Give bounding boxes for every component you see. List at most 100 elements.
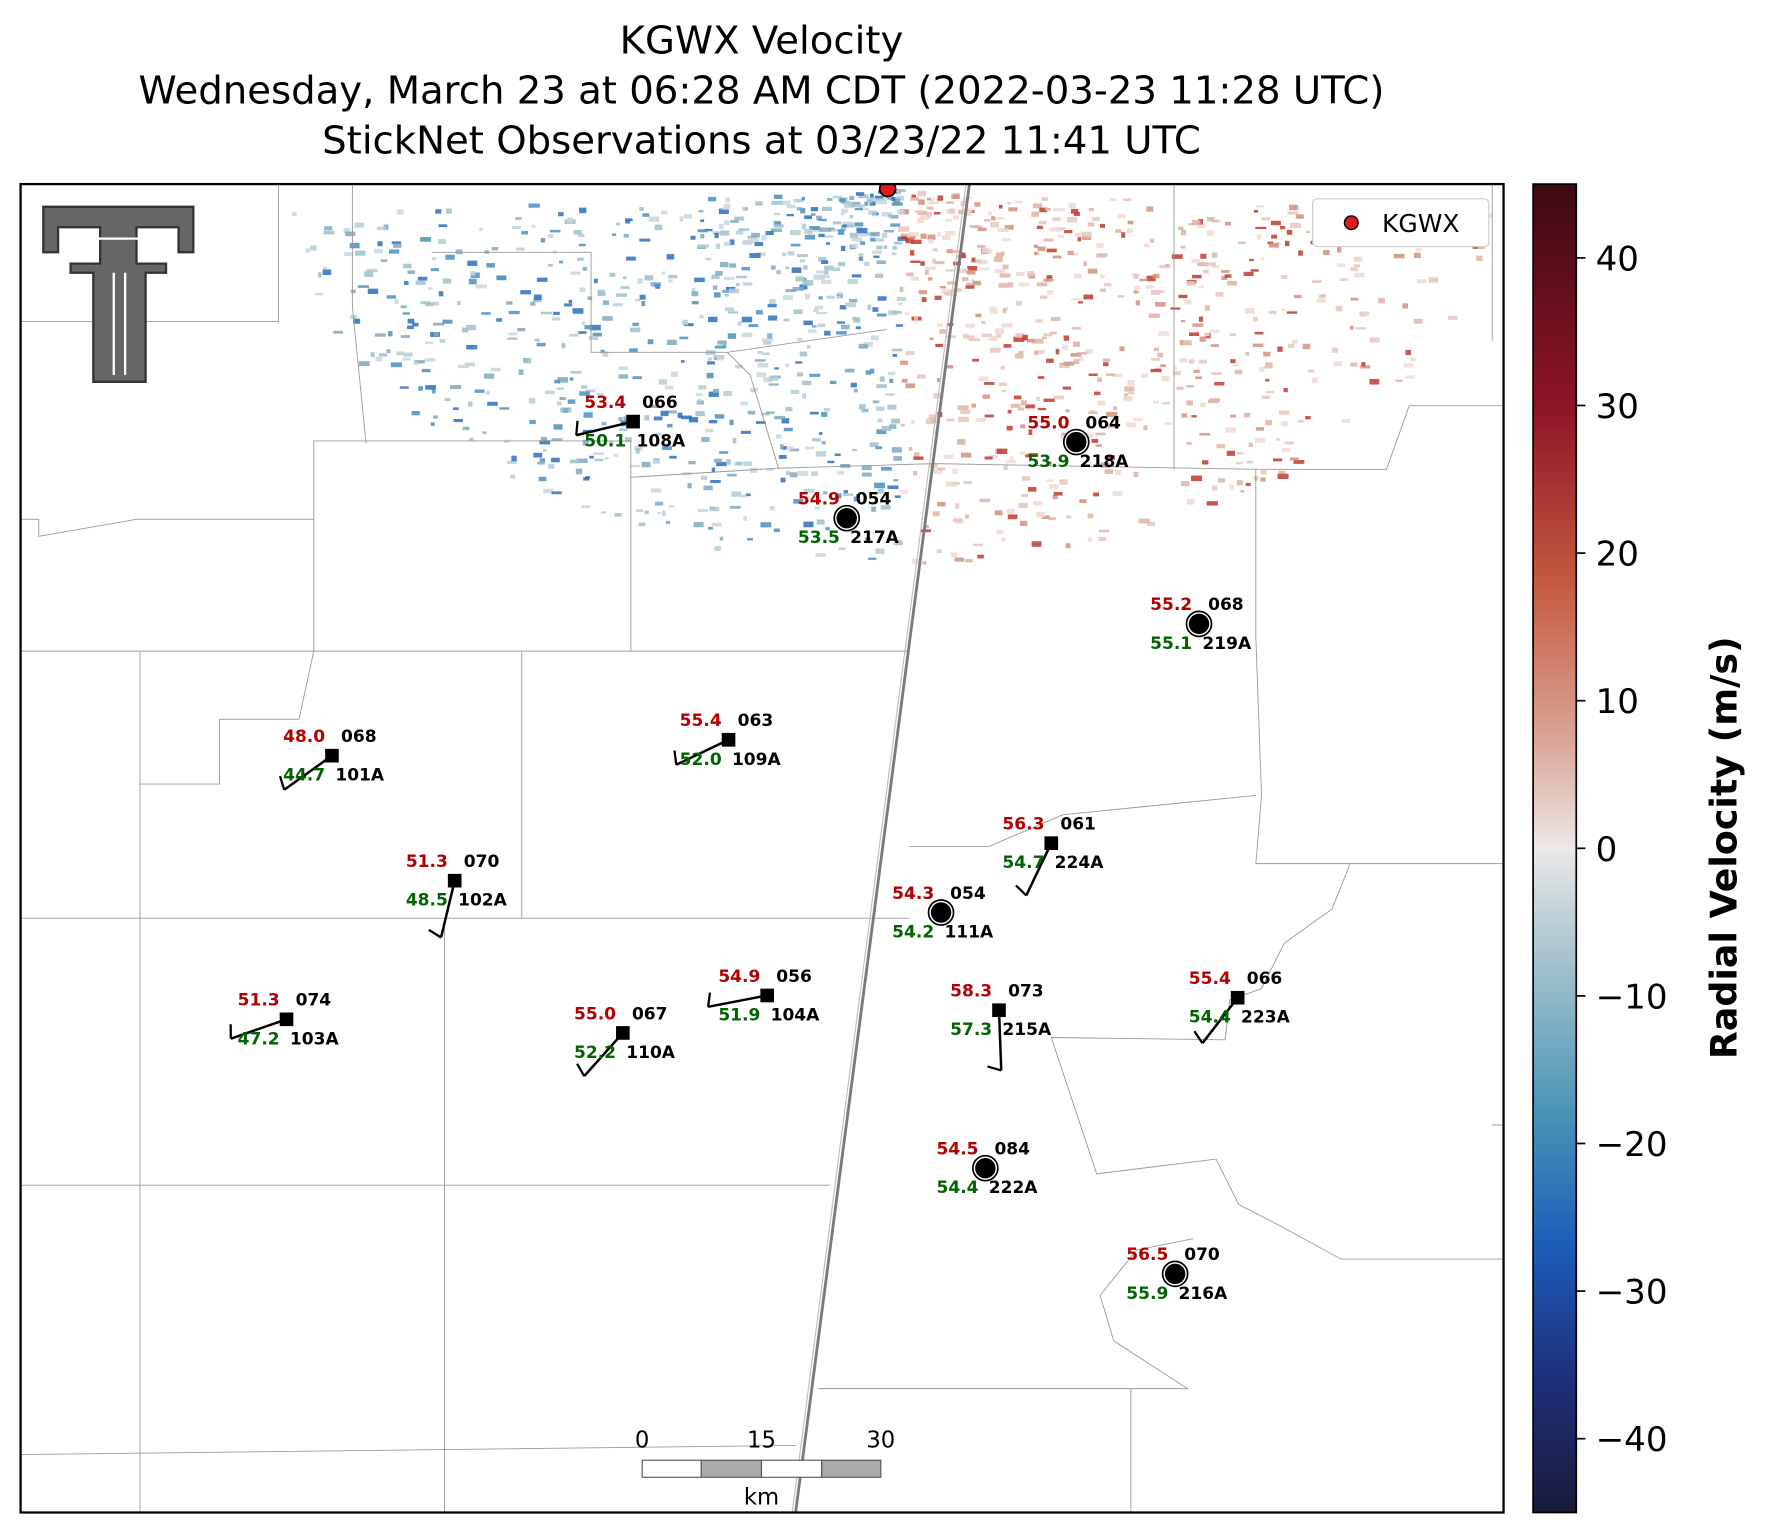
radar-echo (967, 266, 978, 271)
radar-echo (887, 214, 893, 218)
radar-echo (392, 243, 402, 248)
radar-echo (855, 192, 865, 196)
radar-echo (1000, 251, 1005, 256)
map-frame (19, 182, 1505, 1514)
radar-echo (803, 265, 808, 270)
radar-echo (847, 222, 856, 228)
radar-echo (684, 323, 694, 327)
radar-echo (973, 225, 983, 229)
dewpoint: 48.5 (406, 891, 448, 911)
radar-echo (1106, 411, 1118, 417)
radar-echo (1187, 498, 1195, 505)
wind-barb-flag (673, 750, 678, 765)
radar-echo (377, 241, 383, 247)
radar-echo (872, 250, 882, 255)
radar-echo (1393, 253, 1405, 259)
radar-echo (979, 498, 991, 503)
radar-echo (425, 303, 435, 307)
radar-echo (708, 391, 719, 397)
radar-echo (529, 419, 536, 425)
radar-echo (929, 337, 934, 341)
radar-echo (824, 265, 834, 271)
radar-echo (918, 199, 925, 205)
radar-echo (1285, 240, 1290, 247)
radar-echo (357, 285, 369, 288)
radar-echo (816, 519, 825, 525)
radar-echo (1124, 386, 1135, 392)
radar-echo (965, 514, 970, 519)
radar-echo (881, 212, 893, 217)
radar-echo (521, 231, 528, 235)
scale-segment (700, 1459, 763, 1478)
radar-echo (949, 208, 955, 212)
radar-echo (1043, 279, 1054, 282)
radar-echo (1176, 386, 1184, 390)
radar-echo (639, 294, 646, 300)
radar-echo (602, 351, 609, 357)
colorbar-tick-label: 20 (1596, 535, 1639, 575)
radar-echo (1405, 375, 1415, 379)
radar-echo (1122, 198, 1132, 202)
radar-echo (1162, 402, 1170, 405)
radar-echo (364, 271, 374, 277)
radar-echo (945, 231, 956, 236)
radar-echo (785, 289, 797, 293)
radar-echo (1269, 243, 1279, 248)
radar-echo (743, 461, 752, 466)
radar-echo (567, 217, 573, 223)
radar-echo (718, 223, 724, 230)
radar-echo (333, 330, 343, 334)
county-line (20, 1445, 796, 1455)
radar-echo (711, 467, 716, 473)
radar-echo (796, 337, 803, 341)
radar-echo (709, 506, 720, 512)
radar-echo (1178, 294, 1188, 299)
radar-echo (1255, 226, 1267, 230)
radar-echo (604, 457, 609, 460)
radar-echo (972, 280, 981, 286)
radar-echo (697, 229, 708, 233)
colorbar-tick-label: 0 (1596, 830, 1618, 870)
station-marker (279, 1012, 294, 1027)
radar-echo (1093, 492, 1099, 497)
radar-echo (849, 298, 858, 303)
radar-echo (1245, 482, 1251, 487)
radar-echo (1070, 353, 1082, 357)
radar-echo (638, 522, 646, 527)
radar-echo (354, 222, 364, 228)
radar-echo (482, 431, 487, 434)
radar-echo (705, 428, 714, 433)
radar-echo (946, 418, 955, 422)
station-marker (1230, 990, 1245, 1005)
radar-echo (1281, 447, 1291, 452)
radar-echo (1316, 298, 1326, 303)
radar-echo (370, 352, 375, 358)
radar-echo (629, 464, 640, 468)
radar-echo (322, 269, 332, 275)
wind-barb (1025, 842, 1053, 896)
radar-echo (1088, 411, 1098, 414)
radar-echo (1402, 303, 1408, 309)
radar-echo (1065, 409, 1070, 413)
radar-echo (880, 466, 892, 471)
radar-echo (1079, 499, 1087, 504)
radar-echo (623, 233, 629, 238)
radar-echo (589, 324, 601, 331)
radar-echo (1033, 244, 1038, 248)
station-marker (992, 1003, 1006, 1018)
radar-echo (937, 232, 942, 237)
radar-echo (470, 271, 476, 276)
radar-echo (838, 292, 842, 295)
radar-echo (770, 228, 782, 233)
radar-echo (1026, 339, 1035, 343)
station-id: 216A (1179, 1284, 1229, 1304)
radar-echo (1067, 216, 1078, 223)
county-line (20, 518, 314, 537)
legend-box (1312, 198, 1490, 248)
radar-echo (1071, 298, 1083, 301)
radar-echo (955, 503, 960, 509)
radar-echo (933, 212, 941, 215)
radar-echo (809, 411, 819, 415)
radar-echo (1243, 271, 1254, 277)
radar-echo (1007, 282, 1014, 288)
